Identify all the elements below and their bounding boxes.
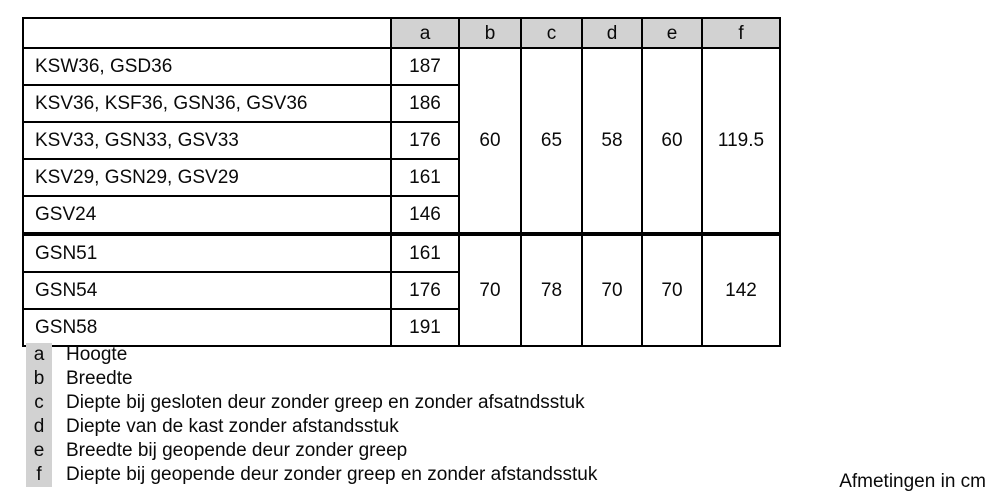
- legend-item-a: a Hoogte: [26, 343, 597, 367]
- legend-label: Diepte bij geopende deur zonder greep en…: [66, 464, 598, 485]
- value-a-cell: 191: [390, 308, 460, 347]
- legend-key: f: [26, 463, 52, 487]
- legend-item-b: b Breedte: [26, 367, 597, 391]
- header-col-c: c: [520, 17, 583, 49]
- shared-c-cell: 65: [520, 47, 583, 235]
- shared-e-cell: 60: [641, 47, 703, 235]
- value-a-cell: 187: [390, 47, 460, 86]
- table-row: GSV24 146: [22, 195, 780, 235]
- legend-label: Hoogte: [66, 344, 128, 365]
- model-cell: KSV33, GSN33, GSV33: [22, 121, 392, 160]
- model-cell: KSW36, GSD36: [22, 47, 392, 86]
- model-cell: KSV36, KSF36, GSN36, GSV36: [22, 84, 392, 123]
- legend-key: c: [26, 391, 52, 415]
- legend-item-e: e Breedte bij geopende deur zonder greep: [26, 439, 597, 463]
- value-a-cell: 161: [390, 158, 460, 197]
- header-blank-cell: [22, 17, 392, 49]
- value-a-cell: 176: [390, 271, 460, 310]
- header-col-d: d: [581, 17, 643, 49]
- value-a-cell: 186: [390, 84, 460, 123]
- header-col-b: b: [458, 17, 522, 49]
- legend-key: e: [26, 439, 52, 463]
- dimension-legend: a Hoogte b Breedte c Diepte bij gesloten…: [26, 343, 597, 487]
- legend-label: Breedte: [66, 368, 133, 389]
- model-cell: KSV29, GSN29, GSV29: [22, 158, 392, 197]
- dimensions-table: a b c d e f KSW36, GSD36 187 60 65 58 60…: [22, 17, 781, 347]
- table-row: KSV33, GSN33, GSV33 176: [22, 121, 780, 160]
- table-row: KSV36, KSF36, GSN36, GSV36 186: [22, 84, 780, 123]
- shared-f-cell: 142: [701, 232, 781, 347]
- model-cell: GSN54: [22, 271, 392, 310]
- header-col-f: f: [701, 17, 781, 49]
- shared-d-cell: 58: [581, 47, 643, 235]
- model-cell: GSV24: [22, 195, 392, 235]
- legend-label: Diepte bij gesloten deur zonder greep en…: [66, 392, 585, 413]
- value-a-cell: 161: [390, 232, 460, 273]
- table-header-row: a b c d e f: [22, 17, 781, 49]
- shared-d-cell: 70: [581, 232, 643, 347]
- legend-key: b: [26, 367, 52, 391]
- table-row: GSN58 191: [22, 308, 780, 347]
- table-row: KSW36, GSD36 187 60 65 58 60 119.5: [22, 47, 781, 235]
- legend-key: a: [26, 343, 52, 367]
- shared-f-cell: 119.5: [701, 47, 781, 235]
- shared-c-cell: 78: [520, 232, 583, 347]
- shared-b-cell: 60: [458, 47, 522, 235]
- model-cell: GSN58: [22, 308, 392, 347]
- legend-item-f: f Diepte bij geopende deur zonder greep …: [26, 463, 597, 487]
- units-note: Afmetingen in cm: [839, 471, 986, 492]
- legend-item-c: c Diepte bij gesloten deur zonder greep …: [26, 391, 597, 415]
- legend-label: Diepte van de kast zonder afstandsstuk: [66, 416, 399, 437]
- legend-label: Breedte bij geopende deur zonder greep: [66, 440, 408, 461]
- value-a-cell: 176: [390, 121, 460, 160]
- shared-e-cell: 70: [641, 232, 703, 347]
- value-a-cell: 146: [390, 195, 460, 235]
- table-row: GSN54 176: [22, 271, 780, 310]
- model-cell: GSN51: [22, 232, 392, 273]
- table-row: KSV29, GSN29, GSV29 161: [22, 158, 780, 197]
- header-col-e: e: [641, 17, 703, 49]
- legend-key: d: [26, 415, 52, 439]
- legend-item-d: d Diepte van de kast zonder afstandsstuk: [26, 415, 597, 439]
- table-row: GSN51 161 70 78 70 70 142: [22, 232, 781, 347]
- shared-b-cell: 70: [458, 232, 522, 347]
- header-col-a: a: [390, 17, 460, 49]
